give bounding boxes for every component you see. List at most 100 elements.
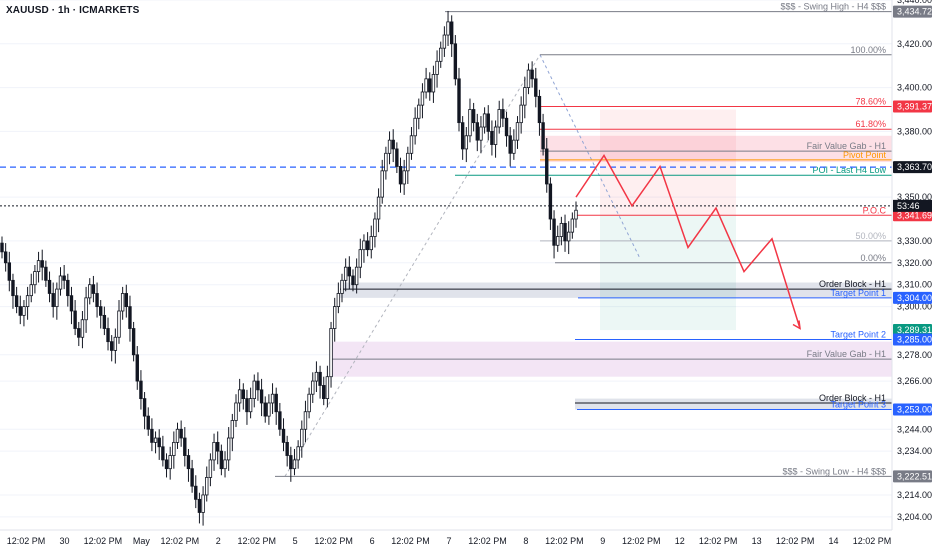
candle-body: [387, 139, 392, 154]
candle-body: [18, 306, 22, 316]
price-tag: [893, 333, 932, 346]
y-tick-label: 3,320.00: [897, 258, 932, 268]
candle-body: [347, 266, 352, 277]
x-tick-label: 12:02 PM: [161, 536, 200, 546]
candle-body: [216, 441, 220, 452]
candle-body: [314, 371, 319, 382]
candle-body: [3, 251, 8, 264]
price-tag: [893, 470, 932, 483]
candle-body: [329, 328, 333, 378]
candle-body: [563, 222, 567, 242]
level-label: Target Point 3: [830, 400, 886, 410]
candle-body: [475, 122, 479, 141]
candle-body: [51, 293, 55, 308]
candle-body: [270, 393, 275, 404]
candle-body: [402, 170, 406, 185]
price-tag: [893, 5, 932, 18]
candle-body: [157, 437, 161, 448]
candle-body: [88, 284, 92, 299]
candle-body: [120, 293, 125, 312]
y-tick-label: 3,266.00: [897, 376, 932, 386]
price-tag: [893, 209, 932, 222]
y-tick-label: 3,234.00: [897, 446, 932, 456]
candle-body: [391, 139, 395, 150]
candle-body: [497, 109, 501, 128]
candle-body: [190, 468, 194, 487]
price-axis[interactable]: 3,204.00 3,214.00 3,234.00 3,244.00 3,266.00…: [891, 0, 932, 550]
candle-body: [373, 218, 377, 237]
candle-body: [40, 260, 44, 268]
y-tick-label: 3,214.00: [897, 490, 932, 500]
candle-body: [248, 398, 253, 413]
y-tick-label: 3,330.00: [897, 236, 932, 246]
candle-body: [435, 60, 439, 75]
candle-body: [168, 455, 172, 470]
price-tag-label: 3,289.31: [897, 325, 932, 335]
price-tag: [893, 100, 932, 113]
y-tick-label: 3,400.00: [897, 83, 932, 93]
candle-body: [135, 354, 139, 382]
candle-body: [179, 428, 183, 439]
short-risk-zone: [600, 109, 736, 216]
candle-body: [80, 319, 85, 338]
candle-body: [523, 87, 527, 106]
x-tick-label: 12:02 PM: [84, 536, 123, 546]
level-label: Fair Value Gab - H1: [807, 141, 886, 151]
x-tick-label: May: [133, 536, 151, 546]
candle-body: [263, 402, 267, 417]
candle-body: [91, 284, 96, 294]
candle-body: [281, 428, 286, 443]
candle-body: [449, 21, 454, 45]
level-label: Pivot Point: [843, 150, 887, 160]
level-label: 78.60%: [855, 97, 886, 107]
fib-trend-line-2: [539, 54, 641, 259]
projection-path: [575, 154, 801, 330]
candle-body: [172, 441, 176, 456]
candle-body: [66, 279, 70, 297]
candle-body: [300, 428, 304, 448]
candle-body: [237, 389, 242, 404]
x-tick-label: 6: [370, 536, 375, 546]
candle-body: [380, 170, 384, 198]
candle-body: [515, 122, 520, 141]
candle-body: [512, 139, 516, 154]
candle-body: [44, 266, 48, 281]
candle-body: [351, 275, 355, 286]
candle-body: [548, 183, 553, 220]
candle-body: [102, 314, 107, 329]
candle-body: [208, 459, 213, 478]
candle-body: [146, 415, 150, 430]
candle-body: [362, 240, 366, 251]
candle-body: [420, 91, 425, 106]
level-label: P.O.C: [863, 205, 887, 215]
level-label: Target Point 2: [830, 329, 886, 339]
candle-body: [7, 262, 12, 281]
candle-body: [493, 126, 498, 145]
short-reward-zone: [600, 215, 736, 331]
candle-body: [95, 293, 99, 308]
candle-body: [153, 437, 158, 443]
candle-body: [354, 266, 359, 286]
candle-body: [226, 437, 231, 461]
x-tick-label: 7: [446, 536, 451, 546]
candle-body: [285, 441, 289, 456]
y-tick-label: 3,440.00: [897, 0, 932, 5]
candle-body: [150, 428, 154, 443]
candle-body: [570, 218, 575, 233]
x-tick-label: 12:02 PM: [545, 536, 584, 546]
x-tick-label: 30: [59, 536, 69, 546]
candle-body: [256, 380, 260, 391]
x-tick-label: 2: [216, 536, 221, 546]
candle-body: [36, 260, 41, 272]
candle-body: [292, 459, 297, 470]
projection-arrow: [792, 320, 801, 330]
candle-body: [482, 113, 487, 128]
candle-body: [73, 310, 77, 329]
level-label: $$$ - Swing Low - H4 $$$: [782, 466, 886, 476]
candle-body: [183, 437, 187, 456]
price-tag-label: 3,391.37: [897, 102, 932, 112]
time-axis[interactable]: 12:02 PM 30 12:02 PM May 12:02 PM 2 12:02 PM 5 1…: [0, 529, 932, 550]
candle-body: [307, 393, 311, 413]
candle-body: [526, 69, 531, 89]
